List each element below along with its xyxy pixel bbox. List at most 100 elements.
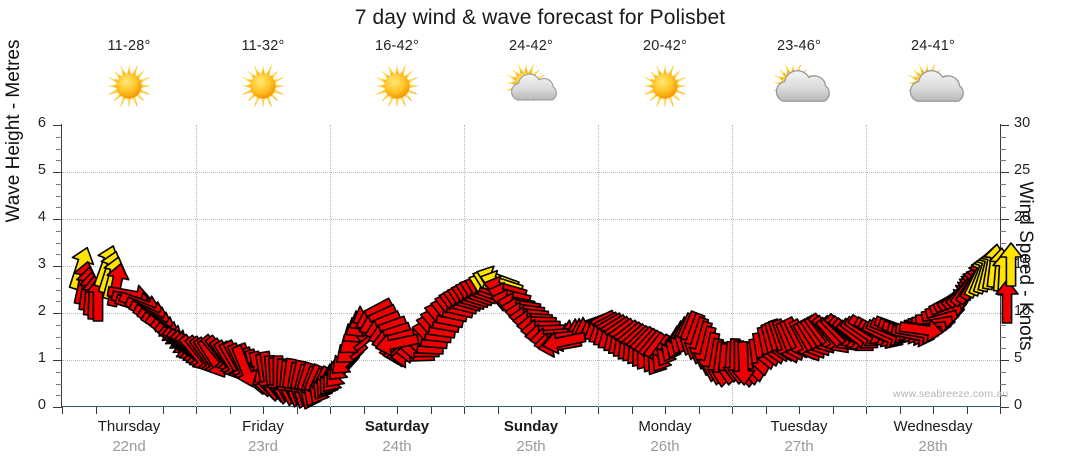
plot-area [62, 125, 1023, 410]
left-minor-tick [56, 242, 62, 244]
x-tick [732, 407, 733, 414]
temperature-range: 11-32° [241, 38, 285, 54]
left-minor-tick [56, 207, 62, 209]
x-tick [62, 407, 63, 414]
day-footer-sunday: Sunday 25th [464, 418, 598, 470]
day-date: 27th [784, 438, 814, 455]
left-minor-tick [56, 324, 62, 326]
sun-icon [366, 60, 428, 112]
day-divider-gridline [330, 125, 331, 407]
day-name: Friday [242, 418, 284, 435]
x-tick [866, 407, 867, 414]
left-tick [53, 219, 62, 220]
right-minor-tick [1000, 148, 1006, 150]
temperature-range: 24-42° [508, 38, 554, 54]
left-minor-tick [56, 395, 62, 397]
day-date: 26th [650, 438, 680, 455]
left-minor-tick [56, 277, 62, 279]
right-tick-label: 15 [1014, 256, 1031, 272]
left-tick-label: 2 [37, 303, 46, 319]
right-tick-label: 0 [1014, 397, 1023, 413]
page-title: 7 day wind & wave forecast for Polisbet [354, 6, 726, 29]
x-tick [765, 407, 767, 414]
right-minor-tick [1000, 195, 1006, 197]
right-minor-tick [1000, 324, 1006, 326]
sun-icon [634, 60, 696, 112]
x-tick [363, 407, 365, 414]
x-tick [430, 407, 432, 414]
x-tick [397, 407, 398, 414]
horizontal-gridline [62, 219, 1000, 220]
day-footer-strip: Thursday 22nd Friday 23rd Saturday 24th Sunday… [62, 418, 1000, 470]
sun-cloud-icon [500, 60, 562, 112]
day-date: 22nd [112, 438, 146, 455]
day-date: 25th [516, 438, 546, 455]
x-tick [899, 407, 901, 414]
watermark: www.seabreeze.com.au [893, 388, 1009, 400]
day-date: 23rd [247, 438, 279, 455]
day-name: Monday [638, 418, 692, 435]
day-footer-monday: Monday 26th [598, 418, 732, 470]
right-minor-tick [1000, 207, 1006, 209]
temperature-range: 23-46° [776, 38, 822, 54]
day-header-strip: 11-28° 11-32° 16-42° [62, 36, 1000, 124]
left-tick-label: 6 [37, 115, 46, 131]
x-tick [162, 407, 164, 414]
left-minor-tick [56, 183, 62, 185]
day-header-friday: 11-32° [196, 36, 330, 124]
x-tick [263, 407, 264, 414]
day-header-saturday: 16-42° [330, 36, 464, 124]
left-tick [53, 125, 62, 126]
day-footer-friday: Friday 23rd [196, 418, 330, 470]
right-minor-tick [1000, 371, 1006, 373]
left-tick-label: 3 [37, 256, 46, 272]
right-minor-tick [1000, 230, 1006, 232]
day-name: Saturday [364, 418, 430, 435]
day-footer-wednesday: Wednesday 28th [866, 418, 1000, 470]
day-header-thursday: 11-28° [62, 36, 196, 124]
right-minor-tick [1000, 383, 1006, 385]
x-tick [464, 407, 465, 414]
left-tick [53, 313, 62, 314]
x-tick [966, 407, 968, 414]
left-minor-tick [56, 136, 62, 138]
left-tick-label: 4 [37, 209, 46, 225]
sun-icon [232, 60, 294, 112]
right-minor-tick [1000, 348, 1006, 350]
day-header-wednesday: 24-41° [866, 36, 1000, 124]
left-tick-label: 0 [37, 397, 46, 413]
left-tick [53, 360, 62, 361]
x-tick [933, 407, 934, 414]
day-footer-saturday: Saturday 24th [330, 418, 464, 470]
horizontal-gridline [62, 172, 1000, 173]
horizontal-gridline [62, 266, 1000, 267]
left-minor-tick [56, 348, 62, 350]
left-axis-title: Wave Height - Metres [3, 39, 24, 223]
right-minor-tick [1000, 183, 1006, 185]
right-tick [1000, 125, 1009, 126]
day-divider-gridline [866, 125, 867, 407]
left-minor-tick [56, 160, 62, 162]
right-tick [1000, 172, 1009, 173]
day-name: Thursday [97, 418, 161, 435]
day-date: 28th [918, 438, 948, 455]
right-minor-tick [1000, 336, 1006, 338]
sun-icon [98, 60, 160, 112]
x-tick [229, 407, 231, 414]
x-tick [564, 407, 566, 414]
right-tick-label: 30 [1014, 115, 1031, 131]
day-divider-gridline [598, 125, 599, 407]
day-name: Wednesday [893, 418, 973, 435]
x-tick [1000, 407, 1001, 414]
left-minor-tick [56, 383, 62, 385]
x-tick [497, 407, 499, 414]
x-tick [196, 407, 197, 414]
day-footer-thursday: Thursday 22nd [62, 418, 196, 470]
x-tick [531, 407, 532, 414]
day-name: Sunday [503, 418, 559, 435]
x-tick [799, 407, 800, 414]
left-minor-tick [56, 254, 62, 256]
right-tick [1000, 407, 1009, 408]
right-tick [1000, 360, 1009, 361]
